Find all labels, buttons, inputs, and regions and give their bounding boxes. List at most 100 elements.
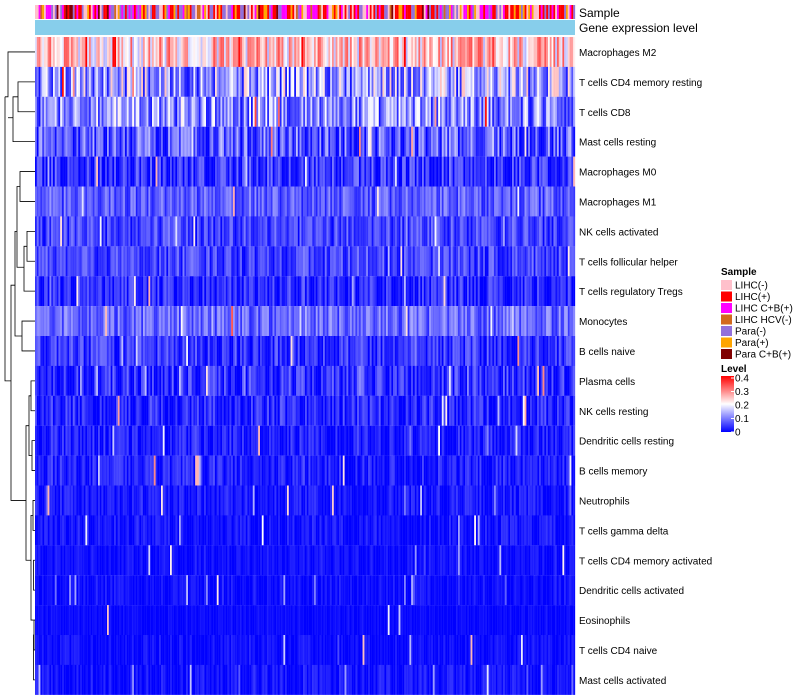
heatmap-cell [180,66,183,97]
heatmap-cell [47,66,50,97]
heatmap-cell [382,66,385,97]
heatmap-cell [490,66,493,97]
heatmap-cell [387,216,390,247]
heatmap-cell [404,246,406,277]
heatmap-cell [456,306,459,337]
heatmap-cell [272,336,275,366]
heatmap-cell [359,425,361,456]
heatmap-cell [258,365,261,396]
heatmap-cell [247,485,250,516]
heatmap-cell [186,336,189,366]
heatmap-cell [60,126,63,157]
heatmap-cell [72,66,75,97]
heatmap-cell [553,455,556,486]
heatmap-cell [476,395,478,426]
heatmap-cell [350,96,352,127]
heatmap-cell [413,186,415,217]
heatmap-cell [202,276,205,307]
heatmap-cell [243,186,246,217]
heatmap-cell [44,37,46,67]
heatmap-cell [204,425,207,456]
heatmap-cell [425,96,428,127]
heatmap-cell [186,485,189,516]
heatmap-cell [423,425,426,456]
heatmap-cell [474,96,477,127]
heatmap-cell [224,216,226,247]
heatmap-cell [126,96,129,127]
heatmap-cell [56,66,59,97]
heatmap-cell [353,395,356,426]
heatmap-cell [551,306,554,337]
heatmap-cell [366,336,369,366]
heatmap-cell [99,66,102,97]
heatmap-cell [272,395,275,426]
heatmap-cell [155,246,158,277]
heatmap-cell [459,365,462,396]
heatmap-cell [45,276,48,307]
heatmap-cell [252,37,255,67]
heatmap-cell [283,306,286,337]
heatmap-cell [398,306,401,337]
heatmap-cell [193,455,196,486]
heatmap-cell [125,455,127,486]
heatmap-cell [461,186,464,217]
heatmap-cell [258,66,261,97]
heatmap-cell [207,186,210,217]
heatmap-cell [85,156,88,187]
heatmap-cell [63,66,66,97]
sample-cell [393,5,396,19]
heatmap-cell [531,66,534,97]
heatmap-cell [335,425,338,456]
heatmap-cell [337,156,340,187]
heatmap-cell [180,96,183,127]
heatmap-cell [326,216,329,247]
heatmap-cell [479,455,482,486]
heatmap-cell [126,306,129,337]
heatmap-cell [242,395,244,426]
heatmap-cell [391,186,394,217]
heatmap-cell [393,365,396,396]
heatmap-cell [436,395,439,426]
sample-cell [279,5,282,19]
heatmap-cell [49,156,52,187]
heatmap-cell [353,66,356,97]
heatmap-cell [83,425,86,456]
heatmap-cell [218,186,221,217]
heatmap-cell [166,425,169,456]
heatmap-cell [350,156,352,187]
heatmap-cell [265,276,268,307]
heatmap-cell [171,485,174,516]
heatmap-cell [535,246,538,277]
heatmap-cell [193,395,196,426]
heatmap-cell [441,246,444,277]
heatmap-cell [150,455,153,486]
heatmap-cell [94,455,97,486]
heatmap-cell [143,455,145,486]
heatmap-cell [333,336,336,366]
heatmap-cell [429,37,432,67]
heatmap-cell [485,276,487,307]
heatmap-cell [188,37,190,67]
heatmap-cell [81,485,84,516]
heatmap-cell [510,96,513,127]
heatmap-cell [62,425,64,456]
heatmap-cell [551,37,554,67]
heatmap-cell [299,96,302,127]
heatmap-cell [301,455,304,486]
heatmap-cell [180,156,183,187]
heatmap-cell [441,186,444,217]
heatmap-cell [522,276,525,307]
heatmap-cell [92,246,95,277]
heatmap-cell [290,37,293,67]
heatmap-cell [92,336,95,366]
heatmap-cell [94,246,97,277]
heatmap-cell [431,37,433,67]
heatmap-cell [494,455,496,486]
heatmap-cell [494,66,496,97]
heatmap-cell [162,126,165,157]
heatmap-cell [351,96,354,127]
heatmap-cell [416,306,419,337]
heatmap-cell [305,66,307,97]
heatmap-cell [296,246,298,277]
heatmap-cell [234,126,237,157]
